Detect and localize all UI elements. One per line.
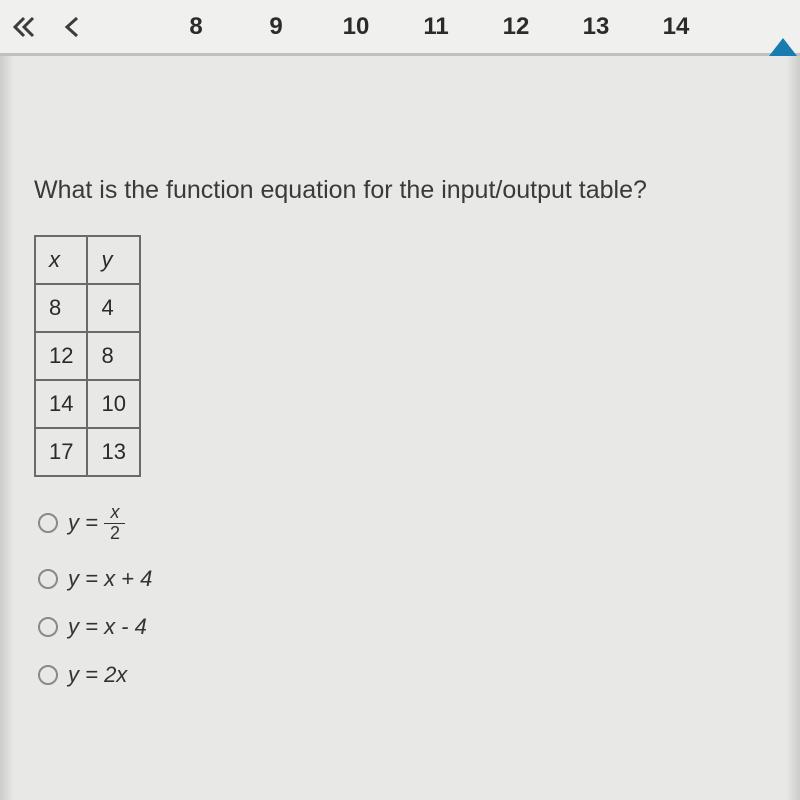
- question-content: What is the function equation for the in…: [0, 56, 800, 688]
- page-9[interactable]: 9: [236, 0, 316, 53]
- table-row: 17 13: [35, 428, 140, 476]
- radio-icon: [38, 513, 58, 533]
- input-output-table: x y 8 4 12 8 14 10 17 13: [34, 235, 141, 477]
- option-c[interactable]: y = x - 4: [38, 614, 766, 640]
- page-list: 8 9 10 11 12 13 14: [156, 0, 716, 53]
- question-text: What is the function equation for the in…: [34, 176, 766, 205]
- page-13[interactable]: 13: [556, 0, 636, 53]
- top-navigation: 8 9 10 11 12 13 14: [0, 0, 800, 56]
- option-b[interactable]: y = x + 4: [38, 566, 766, 592]
- table-row: 12 8: [35, 332, 140, 380]
- option-c-label: y = x - 4: [68, 614, 147, 640]
- option-b-label: y = x + 4: [68, 566, 152, 592]
- page-10[interactable]: 10: [316, 0, 396, 53]
- right-edge-shadow: [786, 56, 800, 800]
- prev-page-button[interactable]: [48, 0, 96, 53]
- table-header-row: x y: [35, 236, 140, 284]
- option-d-label: y = 2x: [68, 662, 127, 688]
- table-row: 14 10: [35, 380, 140, 428]
- header-y: y: [87, 236, 139, 284]
- option-a[interactable]: y = x 2: [38, 503, 766, 544]
- left-edge-shadow: [0, 56, 14, 800]
- radio-icon: [38, 665, 58, 685]
- page-11[interactable]: 11: [396, 0, 476, 53]
- page-14[interactable]: 14: [636, 0, 716, 53]
- active-page-indicator: [769, 38, 797, 56]
- page-12[interactable]: 12: [476, 0, 556, 53]
- radio-icon: [38, 569, 58, 589]
- answer-options: y = x 2 y = x + 4 y = x - 4 y = 2x: [38, 503, 766, 688]
- table-row: 8 4: [35, 284, 140, 332]
- option-d[interactable]: y = 2x: [38, 662, 766, 688]
- radio-icon: [38, 617, 58, 637]
- fraction: x 2: [104, 503, 126, 544]
- option-a-label: y = x 2: [68, 503, 126, 544]
- page-8[interactable]: 8: [156, 0, 236, 53]
- header-x: x: [35, 236, 87, 284]
- first-page-button[interactable]: [0, 0, 48, 53]
